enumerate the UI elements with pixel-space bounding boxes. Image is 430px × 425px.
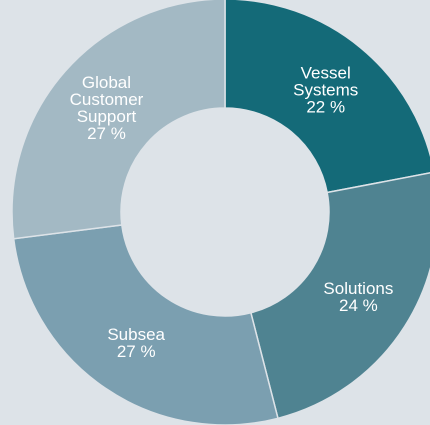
value-label: 24 % (339, 295, 378, 315)
category-label: Subsea (107, 324, 166, 344)
value-label: 27 % (87, 123, 126, 143)
category-label: Global Customer Support (69, 72, 144, 126)
category-label: Solutions (323, 278, 394, 298)
category-label: Vessel Systems (293, 63, 359, 100)
slice-label: Global Customer Support 27 % (51, 74, 161, 142)
slice-label: Solutions 24 % (303, 280, 413, 314)
value-label: 27 % (116, 341, 156, 361)
slice (249, 172, 430, 420)
slice-label: Vessel Systems 22 % (271, 65, 381, 116)
slice (11, 0, 226, 240)
slice-label: Subsea 27 % (81, 326, 191, 360)
slice (224, 0, 430, 194)
slice (12, 224, 279, 425)
value-label: 22 % (306, 97, 346, 117)
